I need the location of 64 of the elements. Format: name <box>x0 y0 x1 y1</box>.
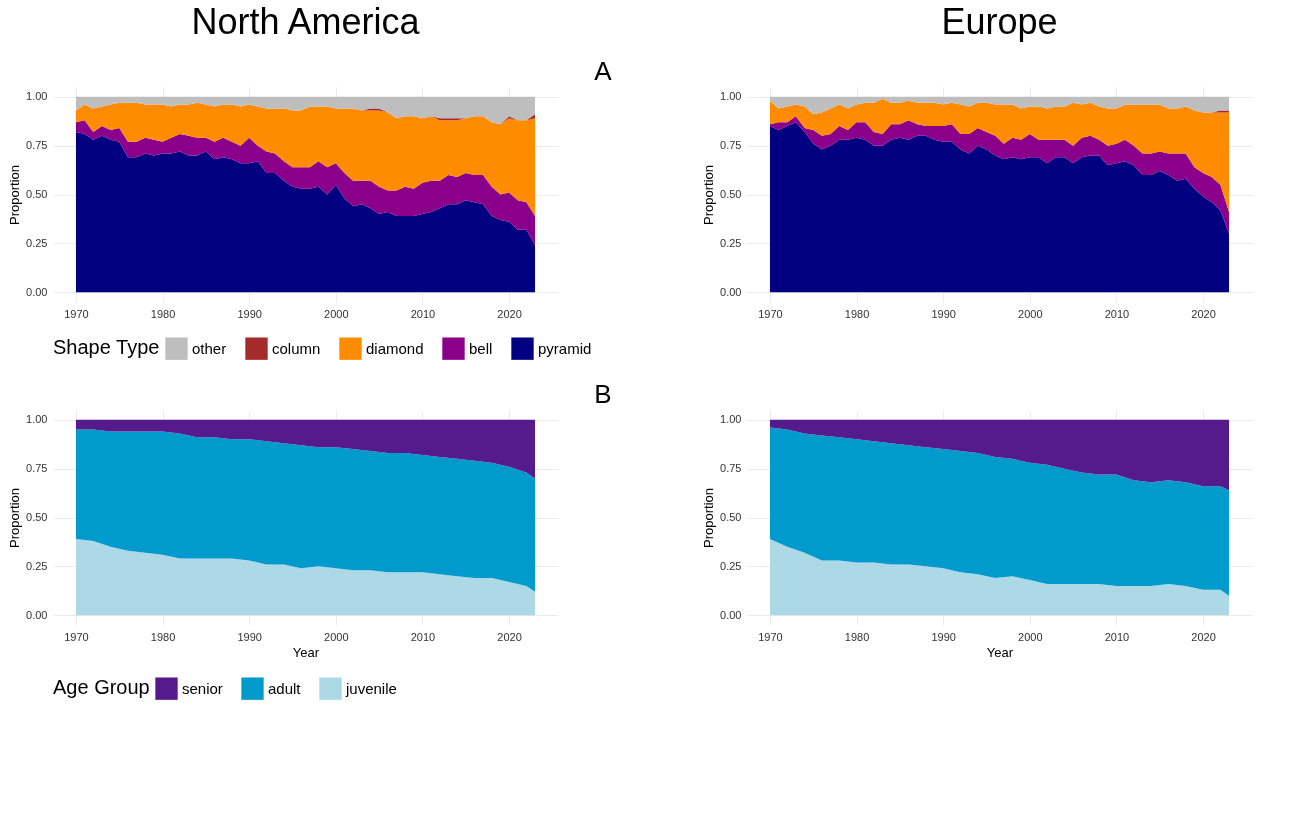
y-tick-label: 1.00 <box>720 413 742 426</box>
y-tick-label: 0.00 <box>720 285 742 298</box>
x-tick-label: 1990 <box>931 630 956 643</box>
chart-title: North America <box>191 1 421 42</box>
x-tick-label: 1980 <box>150 630 176 643</box>
x-tick-label: 2000 <box>1018 630 1043 643</box>
x-tick-label: 2000 <box>324 630 349 643</box>
x-axis-title: Year <box>986 644 1014 660</box>
y-tick-label: 1.00 <box>720 90 742 103</box>
x-tick-label: 1970 <box>758 630 783 643</box>
x-tick-label: 2020 <box>1191 630 1216 643</box>
x-tick-label: 2020 <box>1191 307 1216 320</box>
x-tick-label: 1990 <box>931 307 956 320</box>
y-tick-label: 0.00 <box>720 608 742 621</box>
y-tick-label: 0.75 <box>26 462 48 475</box>
x-tick-label: 2000 <box>1018 307 1043 320</box>
y-tick-label: 0.00 <box>26 285 48 298</box>
x-tick-label: 2010 <box>410 630 436 643</box>
y-tick-label: 0.25 <box>26 559 48 572</box>
x-tick-label: 1990 <box>237 630 262 643</box>
y-tick-label: 0.50 <box>720 511 742 523</box>
y-tick-label: 0.50 <box>720 188 742 200</box>
x-tick-label: 1970 <box>758 307 783 320</box>
legend-label: bell <box>469 339 493 357</box>
legend-label: diamond <box>366 339 424 357</box>
x-tick-label: 2000 <box>324 307 349 320</box>
y-tick-label: 0.25 <box>720 236 742 249</box>
y-tick-label: 0.50 <box>26 511 48 523</box>
y-tick-label: 1.00 <box>26 90 48 103</box>
y-axis-title: Proportion <box>7 488 23 548</box>
x-tick-label: 2020 <box>497 307 522 320</box>
legend-title: Shape Type <box>53 336 160 358</box>
x-tick-label: 1970 <box>64 630 89 643</box>
x-tick-label: 1990 <box>237 307 262 320</box>
y-tick-label: 0.25 <box>26 236 48 249</box>
text: B <box>594 379 612 409</box>
y-tick-label: 0.75 <box>720 462 742 475</box>
x-tick-label: 1980 <box>844 307 870 320</box>
text: A <box>594 56 613 86</box>
x-tick-label: 1970 <box>64 307 89 320</box>
y-tick-label: 0.50 <box>26 188 48 200</box>
legend-title: Age Group <box>53 676 150 698</box>
x-tick-label: 2020 <box>497 630 522 643</box>
legend-label: senior <box>182 679 223 697</box>
y-tick-label: 0.25 <box>720 559 742 572</box>
x-tick-label: 1980 <box>150 307 176 320</box>
y-tick-label: 0.00 <box>26 608 48 621</box>
legend-label: juvenile <box>345 679 397 697</box>
legend-label: column <box>272 339 321 357</box>
x-tick-label: 2010 <box>410 307 436 320</box>
x-axis-title: Year <box>292 644 320 660</box>
y-axis-title: Proportion <box>701 165 717 225</box>
y-axis-title: Proportion <box>7 165 23 225</box>
x-tick-label: 2010 <box>1104 630 1130 643</box>
legend-label: adult <box>268 679 302 697</box>
legend-label: pyramid <box>538 339 592 357</box>
x-tick-label: 1980 <box>844 630 870 643</box>
y-tick-label: 1.00 <box>26 413 48 426</box>
x-tick-label: 2010 <box>1104 307 1130 320</box>
chart-title: Europe <box>941 1 1058 42</box>
y-axis-title: Proportion <box>701 488 717 548</box>
y-tick-label: 0.75 <box>720 139 742 152</box>
y-tick-label: 0.75 <box>26 139 48 152</box>
legend-label: other <box>192 339 227 357</box>
